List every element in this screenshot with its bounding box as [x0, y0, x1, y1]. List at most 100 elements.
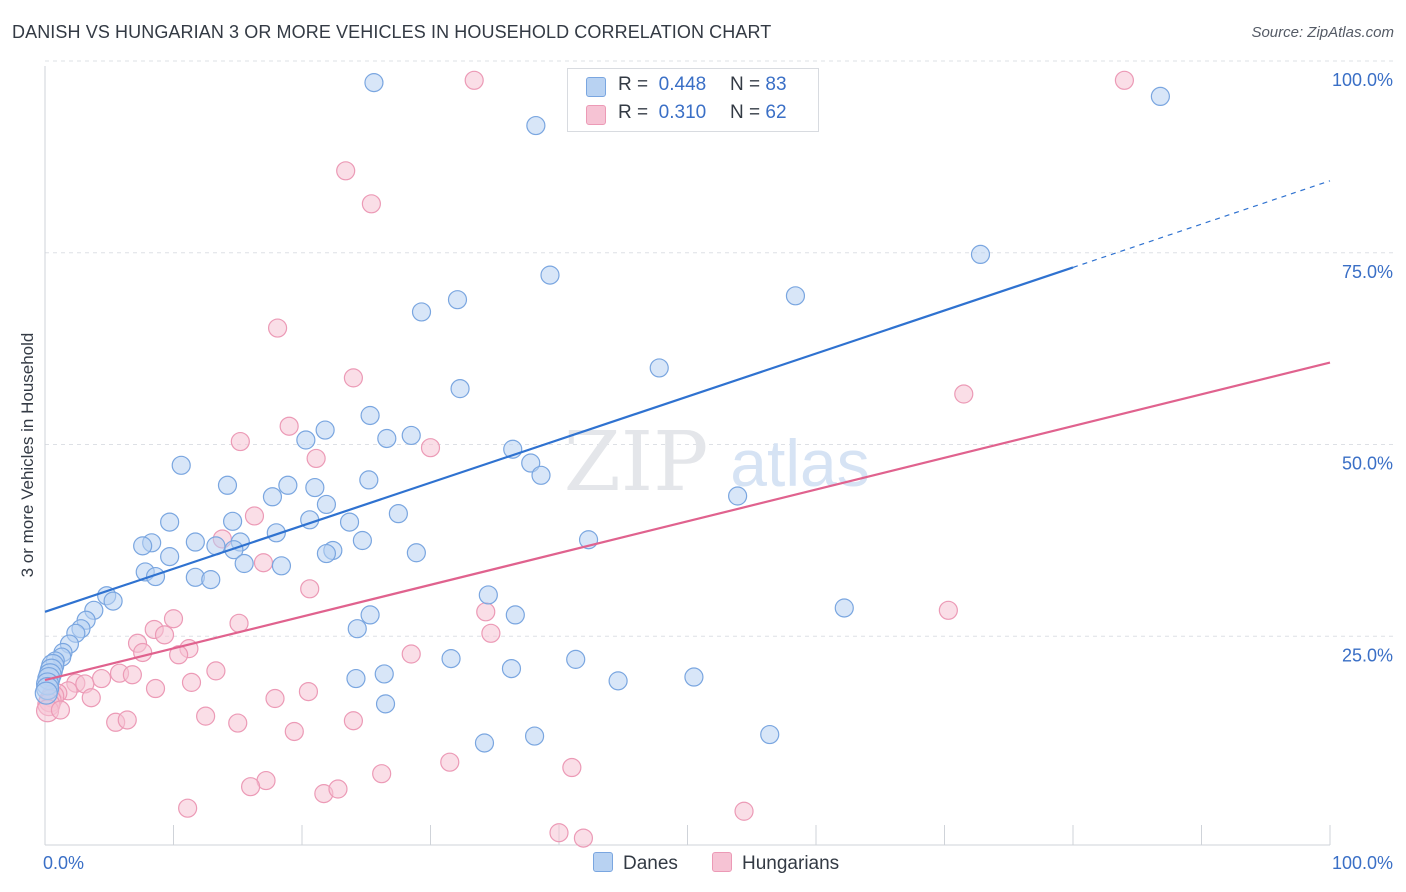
danes-trend-line [44, 266, 1074, 613]
source-label: Source: ZipAtlas.com [1251, 24, 1394, 41]
watermark-atlas: atlas [730, 426, 869, 500]
legend-item-hungarians[interactable]: Hungarians [712, 852, 839, 875]
danes-point-80 [375, 694, 396, 714]
series-legend: Danes Hungarians [0, 852, 1406, 878]
trend-lines [44, 180, 1331, 682]
danes-swatch [586, 77, 606, 97]
hungarians-point-35 [298, 681, 319, 702]
danes-trend-extension [1072, 180, 1331, 269]
hungarians-point-11 [244, 506, 265, 526]
hungarians-point-16 [938, 600, 958, 620]
danes-point-38 [133, 536, 153, 556]
hungarians-swatch [586, 105, 606, 125]
danes-point-8 [447, 290, 468, 310]
danes-point-0 [364, 73, 384, 93]
x-tick-label-100: 100.0% [1332, 853, 1393, 873]
danes-point-70 [347, 619, 367, 639]
danes-point-71 [505, 605, 525, 625]
danes-point-72 [834, 598, 854, 618]
danes-point-69 [360, 605, 380, 625]
hungarians-point-2 [336, 161, 356, 181]
y-tick-label-100: 100.0% [1332, 70, 1393, 90]
danes-point-28 [339, 512, 360, 532]
danes-point-21 [359, 470, 379, 490]
danes-point-68 [406, 543, 426, 563]
hungarians-point-1 [1114, 70, 1135, 90]
hungarians-point-55 [241, 777, 261, 797]
hungarians-point-10 [306, 448, 326, 469]
danes-point-79 [684, 667, 704, 687]
hungarians-point-47 [117, 710, 137, 730]
danes-point-35 [185, 532, 205, 552]
danes-point-32 [266, 523, 286, 543]
hungarians-point-29 [122, 665, 142, 685]
hungarians-point-13 [253, 553, 274, 573]
hungarians-point-52 [562, 757, 582, 778]
danes-point-65 [478, 585, 498, 605]
danes-point-5 [540, 265, 560, 285]
hungarians-point-30 [91, 668, 112, 689]
danes-point-42 [234, 553, 254, 574]
hungarians-point-49 [343, 711, 363, 731]
hungarians-point-58 [178, 798, 198, 818]
hungarians-point-0 [464, 70, 484, 90]
hungarians-point-17 [163, 609, 184, 629]
danes-n: N = 83 [730, 74, 787, 95]
danes-legend-swatch [593, 852, 613, 872]
y-axis-label: 3 or more Vehicles in Household [18, 332, 37, 578]
hungarians-trend-line [44, 361, 1331, 682]
danes-point-73 [374, 664, 394, 684]
hungarians-point-24 [133, 642, 153, 663]
danes-point-64 [34, 681, 58, 705]
danes-point-46 [201, 570, 221, 590]
danes-point-47 [271, 556, 292, 576]
danes-point-44 [145, 566, 166, 587]
hungarians-point-61 [573, 828, 594, 848]
hungarians-point-31 [181, 672, 202, 692]
hungarians-point-25 [169, 645, 189, 665]
danes-point-10 [450, 379, 470, 399]
hungarians-point-60 [549, 823, 569, 843]
danes-point-27 [388, 504, 408, 524]
danes-point-11 [360, 405, 380, 426]
danes-point-31 [160, 512, 180, 532]
hungarians-point-34 [145, 678, 166, 699]
hungarians-point-15 [476, 602, 496, 622]
danes-point-22 [305, 477, 325, 498]
hungarians-point-43 [81, 688, 101, 708]
correlation-legend: R = 0.448 N = 83 R = 0.310 N = 62 [567, 68, 819, 132]
danes-point-40 [160, 547, 180, 567]
hungarians-point-57 [328, 779, 348, 799]
danes-point-26 [316, 494, 337, 515]
hungarians-point-44 [265, 688, 285, 709]
danes-point-83 [760, 724, 780, 745]
y-tick-label-50: 50.0% [1342, 454, 1393, 474]
hungarians-point-51 [440, 752, 460, 772]
danes-point-15 [521, 453, 541, 473]
danes-point-4 [970, 244, 991, 265]
danes-point-77 [346, 668, 366, 689]
hungarians-point-3 [361, 194, 381, 214]
hungarians-legend-swatch [712, 852, 732, 872]
hungarians-point-4 [267, 318, 288, 338]
danes-point-2 [1150, 86, 1170, 107]
danes-point-81 [474, 733, 495, 753]
hungarians-point-5 [343, 368, 363, 388]
danes-point-9 [649, 358, 669, 378]
hungarians-r: R = 0.310 [618, 102, 707, 123]
danes-point-17 [296, 430, 316, 450]
danes-point-12 [401, 425, 421, 446]
legend-item-danes[interactable]: Danes [593, 852, 678, 875]
hungarians-point-48 [228, 713, 248, 733]
hungarians-point-59 [734, 801, 754, 821]
danes-point-75 [501, 658, 522, 679]
watermark-zip: ZIP [564, 415, 709, 510]
danes-point-67 [316, 543, 337, 564]
danes-point-24 [217, 475, 238, 495]
danes-point-78 [608, 671, 628, 691]
hungarians-point-53 [372, 764, 392, 784]
danes-point-19 [728, 486, 748, 506]
hungarians-point-7 [279, 416, 299, 436]
hungarians-point-42 [50, 700, 71, 720]
